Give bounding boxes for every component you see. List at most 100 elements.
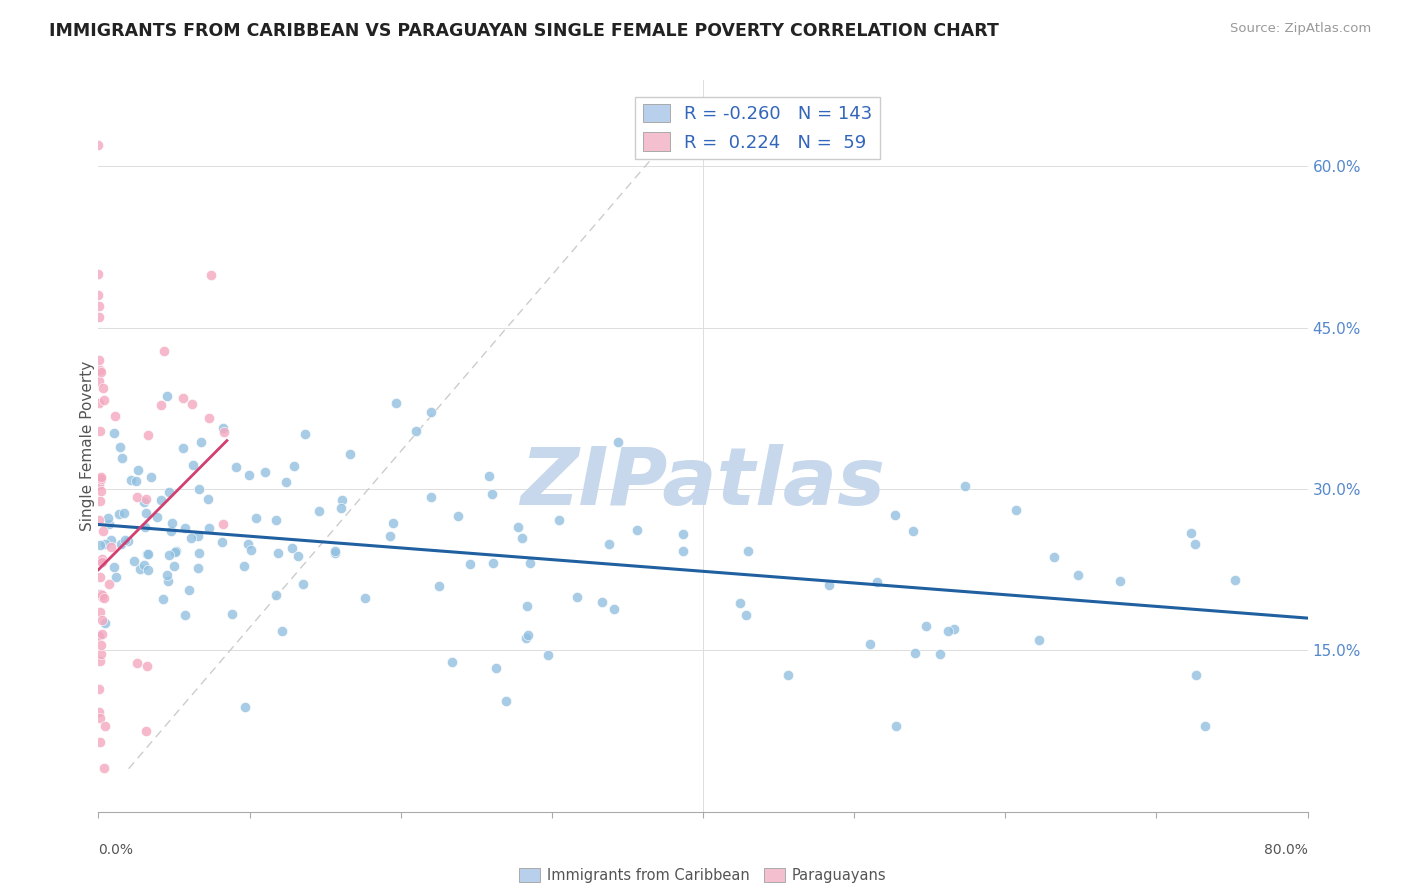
Point <box>884 719 907 733</box>
Point <box>565 590 588 604</box>
Point <box>884 508 907 522</box>
Point <box>294 426 316 441</box>
Point <box>537 648 560 662</box>
Point <box>181 458 204 472</box>
Point <box>482 556 505 570</box>
Point <box>111 451 134 466</box>
Point <box>89 735 111 749</box>
Point <box>607 434 630 449</box>
Point <box>1028 632 1050 647</box>
Point <box>90 591 112 605</box>
Point <box>89 424 111 438</box>
Point <box>405 424 427 438</box>
Point <box>516 627 538 641</box>
Point <box>90 470 112 484</box>
Point <box>156 568 179 582</box>
Point <box>1184 668 1206 682</box>
Text: 80.0%: 80.0% <box>1264 843 1308 857</box>
Point <box>245 511 267 525</box>
Point <box>233 700 256 714</box>
Point <box>1180 526 1202 541</box>
Point <box>97 511 120 525</box>
Point <box>598 537 620 551</box>
Point <box>87 288 110 302</box>
Point <box>1184 537 1206 551</box>
Point <box>141 470 163 484</box>
Y-axis label: Single Female Poverty: Single Female Poverty <box>80 361 94 531</box>
Point <box>104 409 127 424</box>
Point <box>93 381 115 395</box>
Point <box>91 524 114 538</box>
Point <box>135 723 157 738</box>
Point <box>94 718 117 732</box>
Point <box>157 574 180 588</box>
Point <box>266 588 288 602</box>
Point <box>339 447 361 461</box>
Point <box>447 508 470 523</box>
Point <box>190 435 212 450</box>
Point <box>90 639 112 653</box>
Point <box>110 440 132 454</box>
Point <box>135 547 157 561</box>
Point <box>591 595 613 609</box>
Point <box>441 655 464 669</box>
Point <box>1042 549 1064 564</box>
Point <box>129 562 152 576</box>
Point <box>135 507 157 521</box>
Point <box>385 396 408 410</box>
Point <box>87 587 110 601</box>
Legend: R = -0.260   N = 143, R =  0.224   N =  59: R = -0.260 N = 143, R = 0.224 N = 59 <box>636 96 880 159</box>
Point <box>87 375 110 389</box>
Point <box>283 459 305 474</box>
Point <box>197 491 219 506</box>
Point <box>125 656 148 670</box>
Point <box>135 491 157 506</box>
Point <box>160 524 183 538</box>
Point <box>776 668 799 682</box>
Point <box>211 534 233 549</box>
Point <box>157 549 180 563</box>
Point <box>253 465 276 479</box>
Point <box>87 396 110 410</box>
Point <box>187 546 209 560</box>
Point <box>150 493 173 508</box>
Point <box>108 508 131 522</box>
Point <box>1223 573 1246 587</box>
Text: 0.0%: 0.0% <box>98 843 134 857</box>
Point <box>484 661 506 675</box>
Point <box>281 541 304 555</box>
Point <box>146 510 169 524</box>
Point <box>89 606 111 620</box>
Point <box>87 629 110 643</box>
Point <box>603 602 626 616</box>
Point <box>378 529 401 543</box>
Point <box>381 516 404 530</box>
Point <box>162 559 184 574</box>
Point <box>89 362 111 376</box>
Point <box>187 561 209 575</box>
Point <box>238 468 260 483</box>
Point <box>160 516 183 531</box>
Point <box>672 544 695 558</box>
Point <box>156 389 179 403</box>
Point <box>117 533 139 548</box>
Point <box>89 711 111 725</box>
Point <box>100 540 122 554</box>
Point <box>94 536 117 550</box>
Point <box>100 533 122 547</box>
Point <box>291 577 314 591</box>
Point <box>172 391 194 405</box>
Point <box>354 591 377 606</box>
Point <box>94 615 117 630</box>
Point <box>200 268 222 282</box>
Point <box>136 547 159 561</box>
Point <box>87 310 110 324</box>
Point <box>125 474 148 488</box>
Point <box>478 468 501 483</box>
Point <box>110 537 132 551</box>
Point <box>276 475 298 489</box>
Point <box>287 549 309 563</box>
Point <box>127 463 149 477</box>
Point <box>90 588 112 602</box>
Point <box>89 475 111 489</box>
